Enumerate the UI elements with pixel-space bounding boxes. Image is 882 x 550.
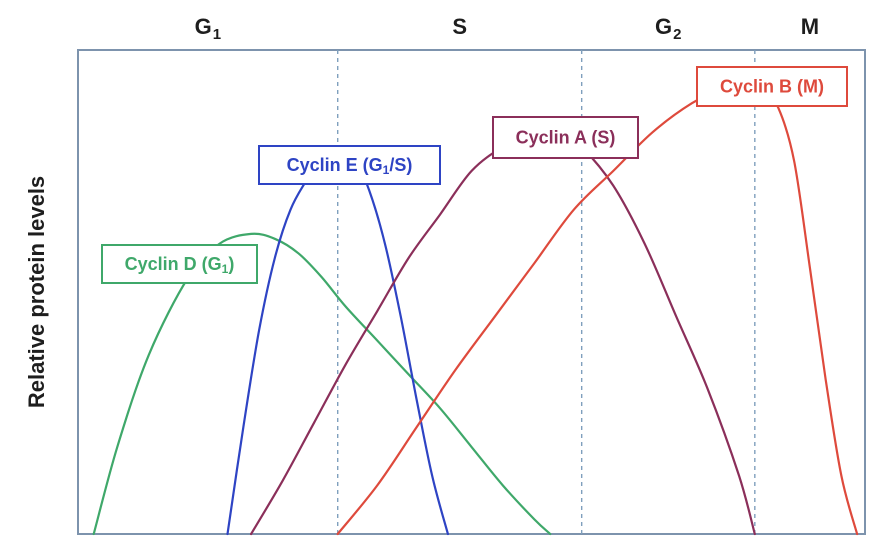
phase-main-1: G [195,14,212,39]
label-sub-cyclin-e: 1 [383,163,390,177]
phase-label-1: G1 [195,14,221,43]
label-cyclin-b: Cyclin B (M) [696,66,848,107]
label-box-cyclin-a [492,116,639,159]
label-text-cyclin-e: Cyclin E (G1/S) [287,155,413,177]
label-tail-cyclin-e: /S) [389,155,412,175]
plot-frame [77,49,866,535]
phase-label-text-2: S [452,14,467,39]
label-text-cyclin-b: Cyclin B (M) [720,76,824,96]
phase-label-2: S [452,14,467,39]
phase-label-3: G2 [655,14,681,43]
label-box-cyclin-e [258,145,441,185]
label-text-cyclin-a: Cyclin A (S) [516,127,616,147]
phase-label-text-3: G2 [655,14,681,43]
label-box-cyclin-b [696,66,848,107]
phase-sub-3: 2 [673,26,681,43]
label-cyclin-d: Cyclin D (G1) [101,244,258,284]
curve-cyclin-b [336,82,859,536]
label-cyclin-e: Cyclin E (G1/S) [258,145,441,185]
label-text-cyclin-d: Cyclin D (G1) [125,254,235,276]
phase-sub-1: 1 [213,26,221,43]
label-sub-cyclin-d: 1 [222,262,229,276]
phase-main-3: G [655,14,672,39]
label-cyclin-a: Cyclin A (S) [492,116,639,159]
label-main-cyclin-e: Cyclin E (G [287,155,383,175]
curve-cyclin-d [92,232,552,536]
phase-main-4: M [801,14,819,39]
phase-labels: G1 S G2 M [195,14,819,43]
phase-label-text-4: M [801,14,819,39]
y-axis-label: Relative protein levels [24,176,49,408]
phase-label-text-1: G1 [195,14,221,43]
phase-main-2: S [452,14,467,39]
phase-label-4: M [801,14,819,39]
label-main-cyclin-b: Cyclin B (M) [720,76,824,96]
label-box-cyclin-d [101,244,258,284]
cyclin-labels: Cyclin D (G1)Cyclin E (G1/S)Cyclin A (S)… [101,66,848,284]
label-main-cyclin-a: Cyclin A (S) [516,127,616,147]
label-tail-cyclin-d: ) [228,254,234,274]
label-main-cyclin-d: Cyclin D (G [125,254,222,274]
